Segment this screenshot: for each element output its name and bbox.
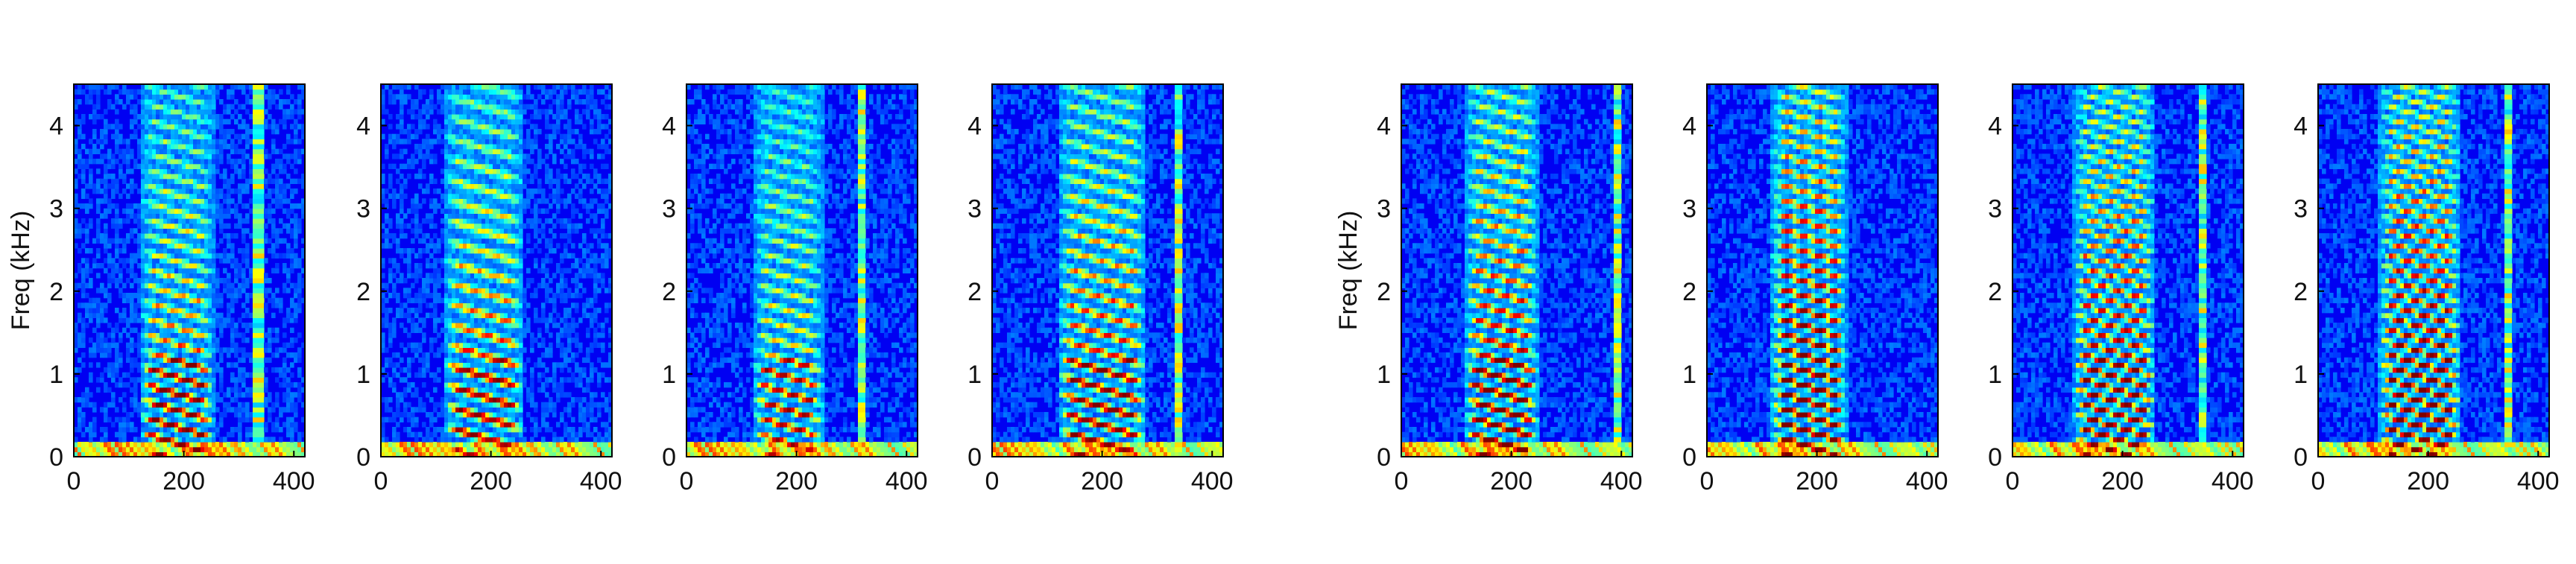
spectrogram-panel-4: 0 1 2 3 4 0 200 400 [967, 83, 1234, 495]
spectrogram-panel-1: 0 1 2 3 4 0 200 400 Freq (kHz) [7, 83, 315, 495]
y-tick-label: 4 [2294, 113, 2308, 141]
y-tick-label: 3 [2294, 195, 2308, 224]
x-tick-label: 200 [775, 467, 818, 495]
x-tick-label: 400 [580, 467, 622, 495]
spectrogram-panel-2: 0 1 2 3 4 0 200 400 [356, 83, 622, 495]
heatmap-cells [74, 84, 305, 457]
y-axis-label: Freq (kHz) [1334, 211, 1363, 331]
x-tick-label: 0 [680, 467, 694, 495]
y-tick-label: 1 [2294, 361, 2308, 389]
axes-frame [2317, 83, 2550, 457]
x-tick-label: 200 [162, 467, 205, 495]
spectrogram-panel-8: 0 1 2 3 4 0 200 400 [2294, 83, 2560, 495]
x-tick-label: 400 [273, 467, 315, 495]
axes-frame [1401, 83, 1633, 457]
y-tick-label: 4 [1682, 113, 1696, 141]
y-tick-label: 2 [356, 278, 370, 306]
y-tick-label: 1 [356, 361, 370, 389]
y-tick-label: 1 [49, 361, 63, 389]
x-tick-label: 400 [1600, 467, 1643, 495]
axes-frame [686, 83, 918, 457]
y-tick-label: 3 [1682, 195, 1696, 224]
x-tick-label: 200 [470, 467, 512, 495]
spectrogram-panel-5: 0 1 2 3 4 0 200 400 Freq (kHz) [1334, 83, 1643, 495]
axes-frame [380, 83, 613, 457]
y-tick-label: 0 [1988, 443, 2002, 472]
axes-frame [1706, 83, 1939, 457]
x-tick-label: 200 [2101, 467, 2144, 495]
spectrogram-panel-7: 0 1 2 3 4 0 200 400 [1988, 83, 2254, 495]
y-tick-label: 0 [2294, 443, 2308, 472]
y-tick-label: 1 [1377, 361, 1391, 389]
spectrogram-panel-6: 0 1 2 3 4 0 200 400 [1682, 83, 1948, 495]
y-tick-label: 3 [1988, 195, 2002, 224]
y-tick-label: 0 [662, 443, 676, 472]
x-tick-label: 400 [1191, 467, 1234, 495]
y-tick-label: 0 [967, 443, 982, 472]
y-tick-label: 2 [662, 278, 676, 306]
y-tick-label: 2 [967, 278, 982, 306]
x-tick-label: 0 [985, 467, 1000, 495]
y-tick-label: 3 [1377, 195, 1391, 224]
axes-frame [991, 83, 1224, 457]
y-tick-label: 2 [1377, 278, 1391, 306]
x-tick-label: 200 [1796, 467, 1838, 495]
x-tick-label: 400 [886, 467, 928, 495]
axes-frame [73, 83, 306, 457]
y-tick-label: 2 [49, 278, 63, 306]
y-tick-label: 2 [1682, 278, 1696, 306]
heatmap-cells [1707, 84, 1938, 457]
x-tick-label: 400 [2212, 467, 2254, 495]
x-tick-label: 400 [2517, 467, 2560, 495]
x-tick-label: 0 [1395, 467, 1409, 495]
y-tick-label: 4 [1377, 113, 1391, 141]
x-tick-label: 0 [67, 467, 81, 495]
y-tick-label: 1 [662, 361, 676, 389]
y-tick-label: 0 [49, 443, 63, 472]
y-tick-label: 2 [1988, 278, 2002, 306]
x-tick-label: 200 [2407, 467, 2449, 495]
spectrogram-panel-3: 0 1 2 3 4 0 200 400 [662, 83, 928, 495]
y-tick-label: 0 [356, 443, 370, 472]
x-tick-label: 0 [374, 467, 388, 495]
x-tick-label: 200 [1490, 467, 1532, 495]
y-axis-label: Freq (kHz) [7, 211, 35, 331]
y-tick-label: 4 [356, 113, 370, 141]
y-tick-label: 3 [49, 195, 63, 224]
y-tick-label: 0 [1682, 443, 1696, 472]
heatmap-cells [2318, 84, 2549, 457]
x-tick-label: 0 [1700, 467, 1714, 495]
y-tick-label: 3 [356, 195, 370, 224]
y-tick-label: 0 [1377, 443, 1391, 472]
y-tick-label: 4 [1988, 113, 2002, 141]
y-tick-label: 2 [2294, 278, 2308, 306]
y-tick-label: 3 [967, 195, 982, 224]
y-tick-label: 4 [662, 113, 676, 141]
heatmap-cells [992, 84, 1223, 457]
y-tick-label: 1 [1988, 361, 2002, 389]
y-tick-label: 4 [967, 113, 982, 141]
y-tick-label: 3 [662, 195, 676, 224]
heatmap-cells [2012, 84, 2244, 457]
x-tick-label: 0 [2311, 467, 2326, 495]
heatmap-cells [686, 84, 918, 457]
y-tick-label: 1 [1682, 361, 1696, 389]
heatmap-cells [1401, 84, 1632, 457]
x-tick-label: 400 [1906, 467, 1948, 495]
x-tick-label: 200 [1081, 467, 1123, 495]
axes-frame [2012, 83, 2244, 457]
y-tick-label: 4 [49, 113, 63, 141]
y-tick-label: 1 [967, 361, 982, 389]
x-tick-label: 0 [2006, 467, 2020, 495]
heatmap-cells [381, 84, 612, 457]
